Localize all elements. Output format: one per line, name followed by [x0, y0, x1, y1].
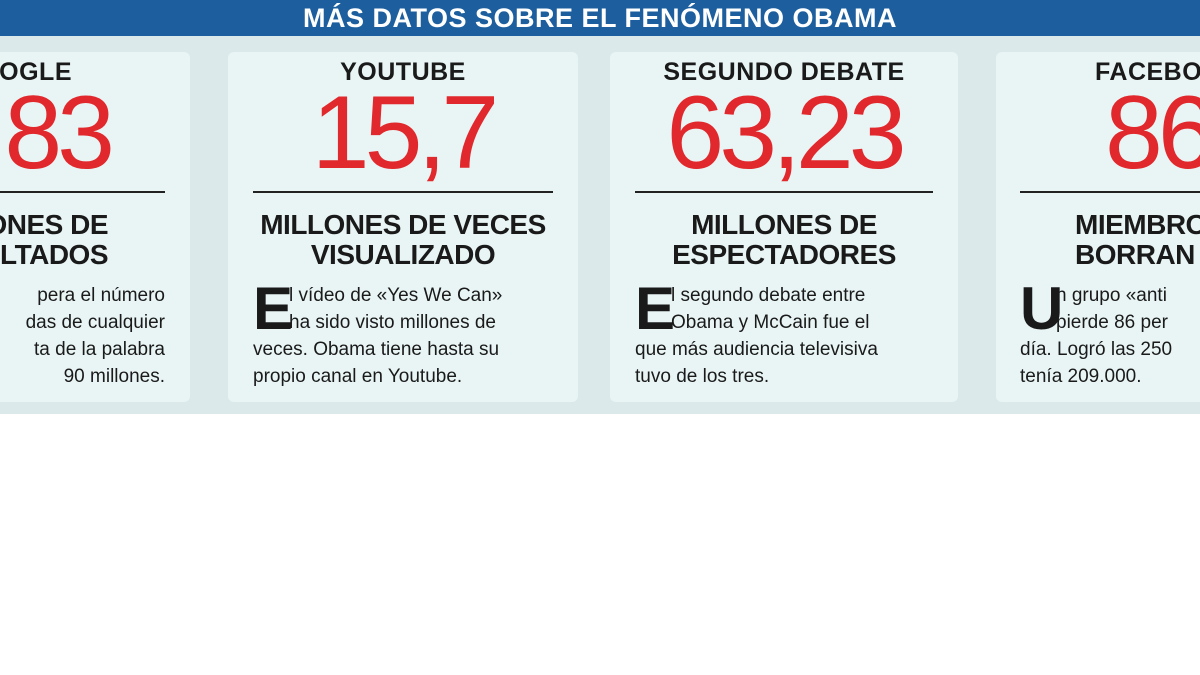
card-body-line: que más audiencia televisiva	[635, 339, 878, 360]
stat-card: YOUTUBE 15,7 MILLONES DE VECES VISUALIZADO E…	[228, 52, 578, 402]
card-number: 63,23	[666, 75, 906, 191]
card-body-line: ha sido visto millones de	[289, 312, 496, 333]
card-subtitle: MILLONES DE VECES	[260, 209, 546, 240]
card-body-line: Obama y McCain fue el	[671, 312, 870, 333]
card-number: 83	[4, 75, 115, 191]
card-subtitle: BORRAN A	[1075, 239, 1200, 270]
stat-card: SEGUNDO DEBATE 63,23 MILLONES DE ESPECTADOR…	[610, 52, 958, 402]
divider	[635, 191, 933, 193]
card-body-line: l segundo debate entre	[671, 285, 866, 306]
drop-cap: E	[253, 275, 294, 342]
divider	[0, 191, 165, 193]
card-body-line: tuvo de los tres.	[635, 366, 770, 387]
divider	[1020, 191, 1200, 193]
card-body-line: 90 millones.	[63, 366, 165, 387]
card-body-line: ta de la palabra	[34, 339, 165, 360]
card-subtitle: MILLONES DE	[691, 209, 877, 240]
card-body-line: pierde 86 per	[1056, 312, 1168, 333]
card-subtitle: LTADOS	[0, 239, 108, 270]
card-subtitle: ESPECTADORES	[672, 239, 896, 270]
card-number: 15,7	[311, 75, 499, 191]
drop-cap: U	[1020, 275, 1064, 342]
card-body-line: propio canal en Youtube.	[253, 366, 463, 387]
card-label: OGLE	[0, 58, 72, 86]
card-body-line: tenía 209.000.	[1020, 366, 1142, 387]
card-body-line: das de cualquier	[25, 312, 165, 333]
card-body-line: n grupo «anti	[1056, 285, 1167, 306]
drop-cap: E	[635, 275, 676, 342]
card-subtitle: MIEMBRO	[1075, 209, 1200, 240]
card-body-line: veces. Obama tiene hasta su	[253, 339, 500, 360]
header-title: MÁS DATOS SOBRE EL FENÓMENO OBAMA	[302, 3, 898, 33]
card-body-line: pera el número	[37, 285, 165, 306]
divider	[253, 191, 553, 193]
card-label: SEGUNDO DEBATE	[663, 58, 905, 86]
card-body-line: día. Logró las 250	[1020, 339, 1173, 360]
card-subtitle: VISUALIZADO	[310, 239, 496, 270]
card-label: YOUTUBE	[340, 58, 466, 86]
card-number: 86	[1105, 75, 1200, 191]
card-label: FACEBO	[1095, 58, 1200, 86]
card-body-line: l vídeo de «Yes We Can»	[289, 285, 503, 306]
card-subtitle: IONES DE	[0, 209, 108, 240]
header-bar: MÁS DATOS SOBRE EL FENÓMENO OBAMA	[0, 0, 1200, 36]
